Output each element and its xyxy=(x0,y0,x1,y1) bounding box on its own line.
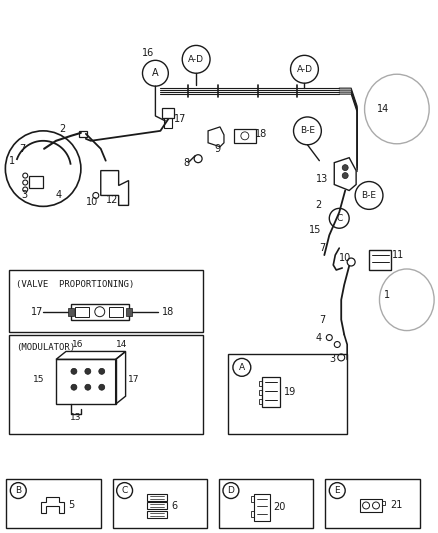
FancyBboxPatch shape xyxy=(68,308,74,316)
Text: 1: 1 xyxy=(384,290,390,300)
Text: 11: 11 xyxy=(392,250,404,260)
Text: B-E: B-E xyxy=(361,191,377,200)
Text: 13: 13 xyxy=(316,174,328,183)
Circle shape xyxy=(342,173,348,179)
Text: C: C xyxy=(121,486,128,495)
Text: 2: 2 xyxy=(59,124,65,134)
Text: 10: 10 xyxy=(86,197,98,207)
Text: 1: 1 xyxy=(9,156,15,166)
Text: E: E xyxy=(335,486,340,495)
Text: 7: 7 xyxy=(19,144,25,154)
FancyBboxPatch shape xyxy=(126,308,131,316)
Text: C: C xyxy=(336,214,343,223)
Text: 9: 9 xyxy=(214,144,220,154)
Text: A-D: A-D xyxy=(188,55,204,64)
Text: A: A xyxy=(152,68,159,78)
Text: 15: 15 xyxy=(32,375,44,384)
Text: 19: 19 xyxy=(283,387,296,397)
Text: 18: 18 xyxy=(255,129,267,139)
Circle shape xyxy=(99,384,105,390)
Circle shape xyxy=(23,187,28,192)
Text: 17: 17 xyxy=(174,114,187,124)
Text: B: B xyxy=(15,486,21,495)
Text: 14: 14 xyxy=(116,340,127,349)
Text: 20: 20 xyxy=(274,503,286,512)
Text: 10: 10 xyxy=(339,253,351,263)
Circle shape xyxy=(85,384,91,390)
Text: 4: 4 xyxy=(315,333,321,343)
Text: (VALVE  PROPORTIONING): (VALVE PROPORTIONING) xyxy=(16,280,134,289)
Text: 21: 21 xyxy=(390,500,402,511)
Text: 18: 18 xyxy=(162,306,175,317)
Circle shape xyxy=(71,384,77,390)
Circle shape xyxy=(71,368,77,374)
Text: 16: 16 xyxy=(142,49,155,58)
Text: 17: 17 xyxy=(127,375,139,384)
Text: 7: 7 xyxy=(319,314,325,325)
Text: 16: 16 xyxy=(72,340,84,349)
Circle shape xyxy=(93,192,99,198)
Text: 8: 8 xyxy=(183,158,189,168)
Text: 13: 13 xyxy=(70,413,81,422)
Circle shape xyxy=(23,173,28,178)
Text: 17: 17 xyxy=(31,306,43,317)
Text: A: A xyxy=(239,363,245,372)
Text: D: D xyxy=(227,486,234,495)
Text: 2: 2 xyxy=(315,200,321,211)
Text: 14: 14 xyxy=(377,104,389,114)
Text: 3: 3 xyxy=(329,354,336,365)
Text: 15: 15 xyxy=(309,225,322,235)
Circle shape xyxy=(85,368,91,374)
Circle shape xyxy=(23,180,28,185)
Text: 4: 4 xyxy=(56,190,62,200)
Text: 12: 12 xyxy=(106,196,118,205)
Text: 3: 3 xyxy=(21,190,28,200)
Text: (MODULATOR): (MODULATOR) xyxy=(16,343,75,352)
Circle shape xyxy=(342,165,348,171)
Text: 5: 5 xyxy=(68,500,74,511)
Text: A-D: A-D xyxy=(297,64,312,74)
Text: B-E: B-E xyxy=(300,126,315,135)
Circle shape xyxy=(99,368,105,374)
Text: 7: 7 xyxy=(319,243,325,253)
Text: 6: 6 xyxy=(171,502,177,512)
